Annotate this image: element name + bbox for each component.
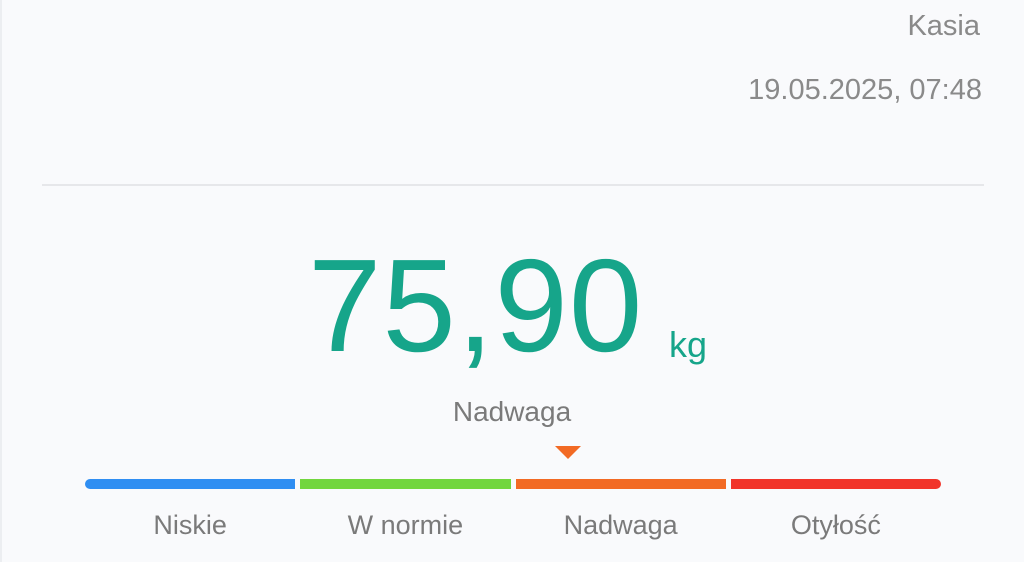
user-name: Kasia (907, 10, 980, 42)
scale-segment-normal (300, 479, 511, 489)
scale-label-overweight: Nadwaga (563, 510, 678, 540)
scale-labels: Niskie W normie Nadwaga Otyłość (85, 510, 941, 541)
weight-status: Nadwaga (0, 396, 1024, 428)
scale-segment-low (85, 479, 296, 489)
measurement-datetime: 19.05.2025, 07:48 (748, 74, 982, 106)
scale-label-low: Niskie (153, 510, 227, 540)
scale-segment-overweight (515, 479, 726, 489)
weight-unit: kg (669, 324, 708, 365)
weight-scale-bar (85, 479, 941, 489)
panel-edge (0, 0, 2, 562)
scale-indicator-icon (554, 446, 581, 459)
weight-status-label: Nadwaga (452, 396, 572, 427)
divider (42, 184, 984, 186)
scale-segment-obese (730, 479, 941, 489)
scale-label-obese: Otyłość (790, 510, 881, 540)
weight-value: 75,90 (308, 232, 644, 379)
scale-label-normal: W normie (347, 510, 464, 540)
